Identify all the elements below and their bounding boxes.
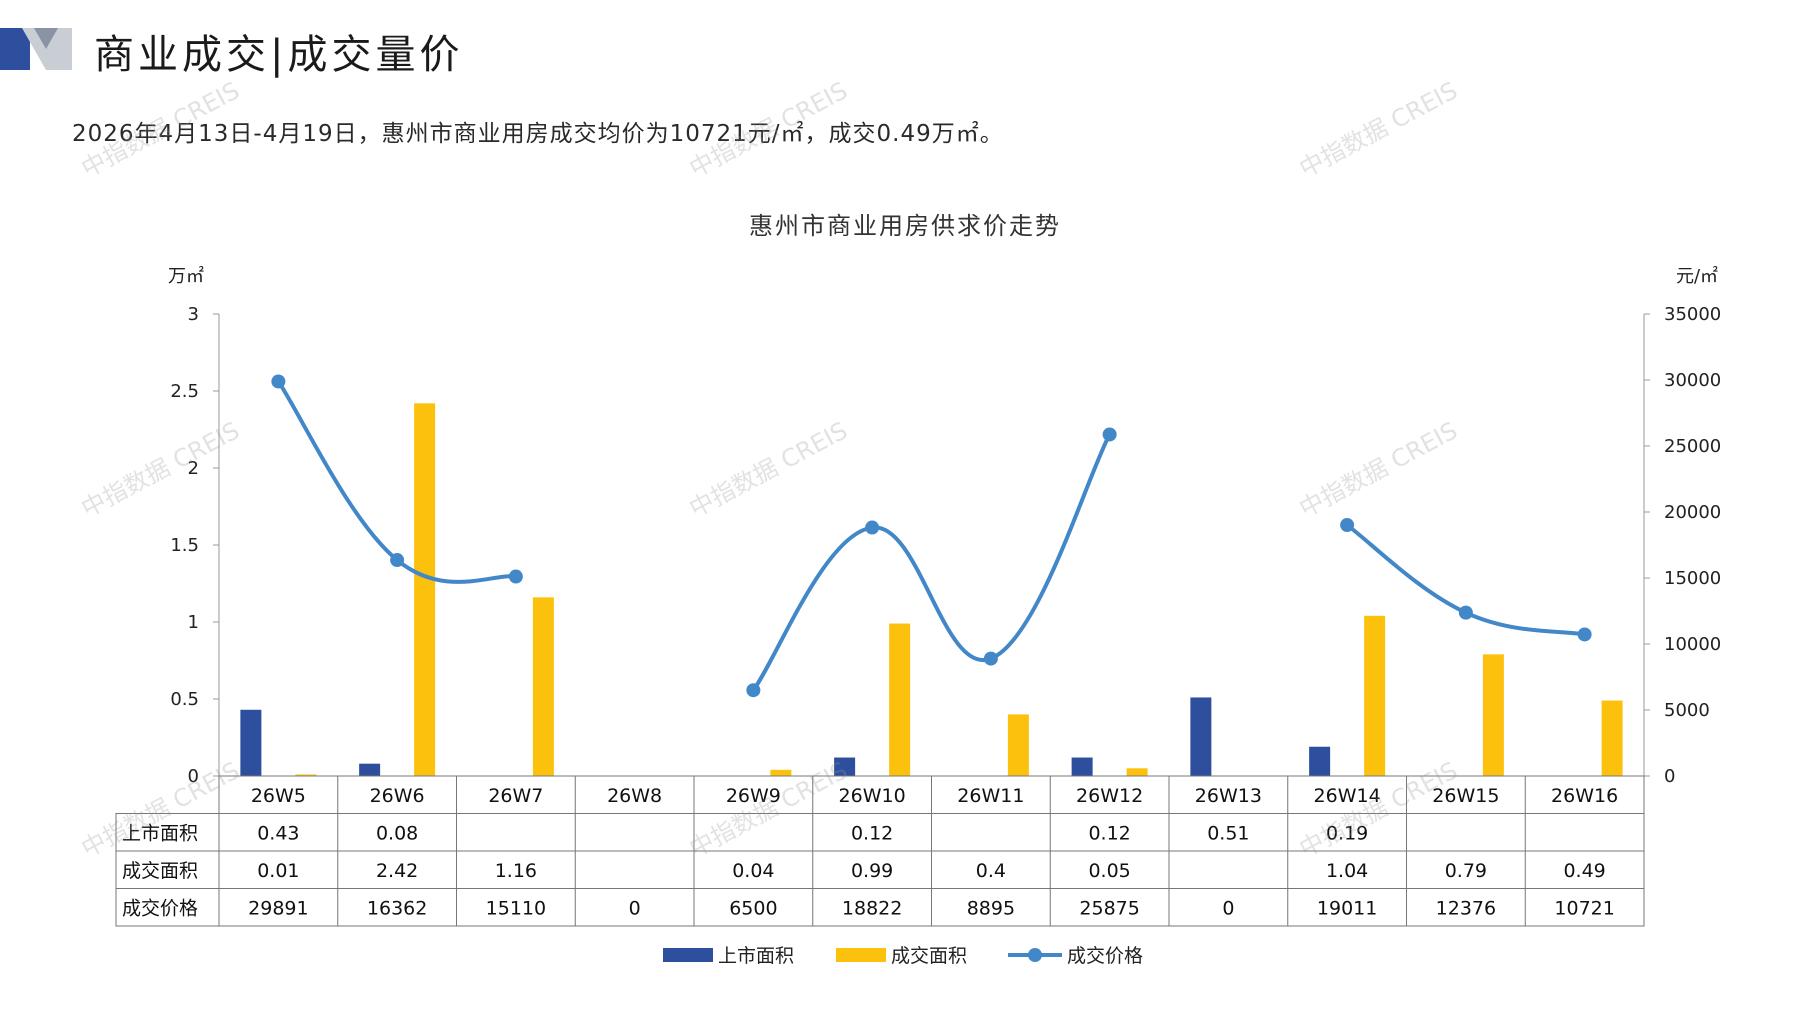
table-cell: 0.01 — [257, 860, 299, 882]
bar-supply-area — [1190, 697, 1212, 776]
table-cell: 0.04 — [732, 860, 774, 882]
table-cell: 6500 — [729, 897, 777, 919]
table-cell: 0.12 — [1088, 822, 1130, 844]
line-deal-price — [276, 380, 517, 584]
point-deal-price — [1458, 605, 1473, 620]
table-cell: 0.99 — [851, 860, 893, 882]
table-cell: 0.79 — [1445, 860, 1487, 882]
legend-label-supply: 上市面积 — [718, 945, 794, 967]
table-cell: 0.51 — [1207, 822, 1249, 844]
point-deal-price — [865, 520, 880, 535]
bar-deal-area — [532, 597, 554, 776]
x-tick-label: 26W14 — [1314, 785, 1381, 807]
line-deal-price — [751, 433, 1112, 692]
bar-deal-area — [1482, 654, 1504, 776]
table-cell: 18822 — [842, 897, 902, 919]
table-cell: 25875 — [1079, 897, 1139, 919]
bar-deal-area — [1601, 700, 1623, 776]
right-tick-label: 0 — [1664, 766, 1675, 787]
x-tick-label: 26W11 — [957, 785, 1024, 807]
table-cell: 0 — [629, 897, 641, 919]
left-tick-label: 0 — [188, 766, 199, 787]
table-cell: 12376 — [1436, 897, 1496, 919]
bar-supply-area — [240, 709, 262, 776]
right-tick-label: 30000 — [1664, 370, 1721, 391]
x-tick-label: 26W12 — [1076, 785, 1143, 807]
table-cell: 0.08 — [376, 822, 418, 844]
legend-swatch-deal-area — [836, 948, 886, 962]
bar-supply-area — [359, 763, 381, 776]
bar-deal-area — [414, 403, 436, 776]
table-cell: 0 — [1222, 897, 1234, 919]
right-tick-label: 10000 — [1664, 634, 1721, 655]
table-cell: 0.05 — [1088, 860, 1130, 882]
x-tick-label: 26W16 — [1551, 785, 1618, 807]
table-row-header: 成交价格 — [122, 897, 198, 919]
x-tick-label: 26W8 — [607, 785, 662, 807]
left-tick-label: 1 — [188, 612, 199, 633]
right-tick-label: 25000 — [1664, 436, 1721, 457]
left-tick-label: 2 — [188, 458, 199, 479]
bar-deal-area — [1364, 615, 1386, 776]
header-logo-mark — [0, 28, 72, 70]
table-cell: 2.42 — [376, 860, 418, 882]
point-deal-price — [1577, 627, 1592, 642]
bar-deal-area — [889, 623, 911, 776]
point-deal-price — [746, 683, 761, 698]
point-deal-price — [508, 569, 523, 584]
point-deal-price — [983, 651, 998, 666]
x-tick-label: 26W13 — [1195, 785, 1262, 807]
chart-title: 惠州市商业用房供求价走势 — [749, 212, 1061, 240]
right-tick-label: 20000 — [1664, 502, 1721, 523]
right-tick-label: 15000 — [1664, 568, 1721, 589]
table-cell: 8895 — [967, 897, 1015, 919]
table-cell: 0.4 — [976, 860, 1006, 882]
x-tick-label: 26W5 — [251, 785, 306, 807]
left-tick-label: 1.5 — [170, 535, 199, 556]
point-deal-price — [271, 374, 286, 389]
table-cell: 19011 — [1317, 897, 1377, 919]
bar-supply-area — [834, 757, 856, 776]
table-cell: 1.04 — [1326, 860, 1368, 882]
table-cell: 15110 — [486, 897, 546, 919]
table-cell: 16362 — [367, 897, 427, 919]
x-tick-label: 26W9 — [726, 785, 781, 807]
legend-swatch-supply — [663, 948, 713, 962]
page-title: 商业成交|成交量价 — [94, 32, 464, 78]
bar-deal-area — [1007, 714, 1029, 776]
bar-supply-area — [1071, 757, 1093, 776]
right-tick-label: 5000 — [1664, 700, 1710, 721]
left-axis-unit: 万㎡ — [168, 265, 204, 287]
table-cell: 29891 — [248, 897, 308, 919]
bar-deal-area — [295, 774, 317, 776]
legend-label-deal-area: 成交面积 — [891, 945, 967, 967]
bar-deal-area — [1126, 768, 1148, 776]
x-tick-label: 26W6 — [370, 785, 425, 807]
table-cell: 0.43 — [257, 822, 299, 844]
legend-label-price: 成交价格 — [1067, 945, 1143, 967]
bar-supply-area — [1309, 746, 1331, 776]
legend-swatch-price-point — [1028, 948, 1042, 962]
x-tick-label: 26W10 — [839, 785, 906, 807]
table-cell: 1.16 — [495, 860, 537, 882]
summary-text: 2026年4月13日-4月19日，惠州市商业用房成交均价为10721元/㎡，成交… — [72, 121, 1004, 147]
x-tick-label: 26W15 — [1432, 785, 1499, 807]
table-row-header: 上市面积 — [122, 822, 198, 844]
right-tick-label: 35000 — [1664, 304, 1721, 325]
left-tick-label: 0.5 — [170, 689, 199, 710]
point-deal-price — [1340, 518, 1355, 533]
point-deal-price — [1102, 427, 1117, 442]
table-cell: 0.19 — [1326, 822, 1368, 844]
point-deal-price — [390, 553, 405, 568]
table-cell: 0.12 — [851, 822, 893, 844]
table-cell: 10721 — [1554, 897, 1614, 919]
x-tick-label: 26W7 — [488, 785, 543, 807]
table-cell: 0.49 — [1563, 860, 1605, 882]
bar-deal-area — [770, 769, 792, 776]
left-tick-label: 2.5 — [170, 381, 199, 402]
table-row-header: 成交面积 — [122, 860, 198, 882]
left-tick-label: 3 — [188, 304, 199, 325]
right-axis-unit: 元/㎡ — [1676, 265, 1718, 287]
